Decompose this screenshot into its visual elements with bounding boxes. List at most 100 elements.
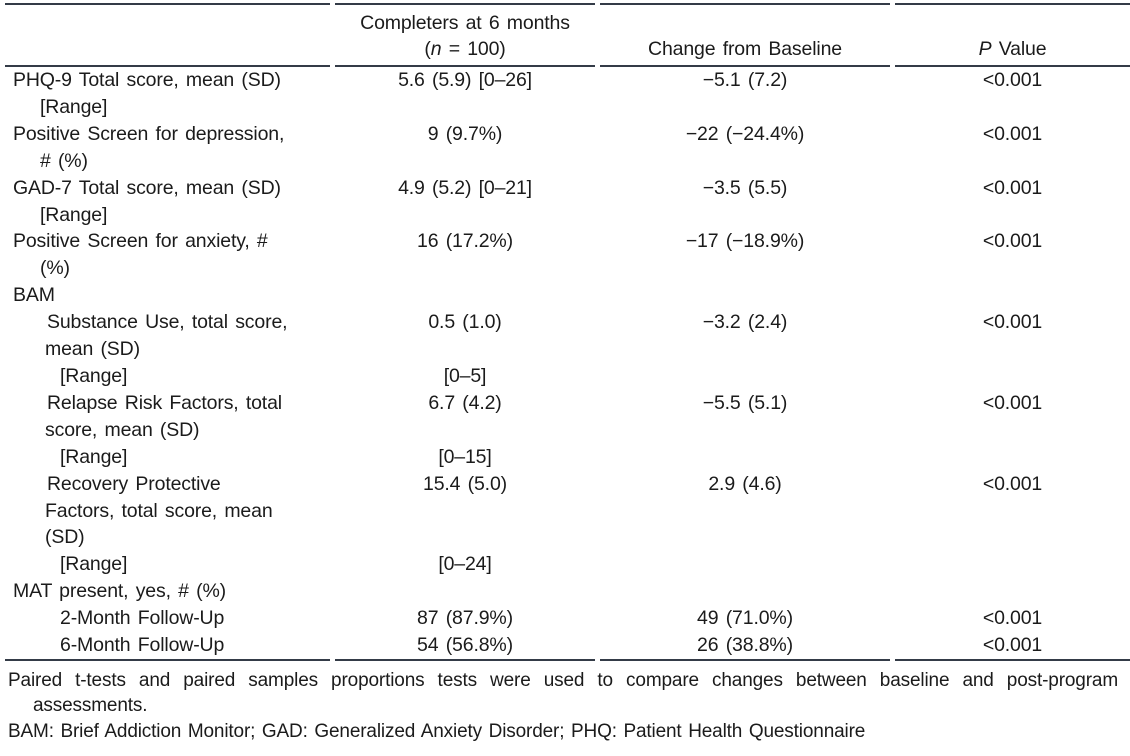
row-label: 6-Month Follow-Up [5,632,330,661]
row-label-line: Recovery Protective [47,472,221,495]
row-label-line: [Range] [40,95,108,118]
row-label: [Range] [5,551,330,578]
table-header: Completers at 6 months (n = 100) Change … [5,3,1130,67]
row-label-line: Positive Screen for anxiety, # [13,230,268,253]
change-value: −5.1 (7.2) [702,69,788,91]
row-label-line: Positive Screen for depression, [13,122,285,145]
change-value [600,282,890,309]
row-label-line: score, mean (SD) [45,418,200,441]
row-label-line: # (%) [40,149,88,172]
p-value: <0.001 [982,472,1043,495]
p-value: <0.001 [982,122,1043,145]
completers-value: 9 (9.7%) [427,122,503,145]
header-completers-line2: (n = 100) [424,38,506,60]
row-label: Positive Screen for depression, # (%) [5,121,330,175]
row-label: 2-Month Follow-Up [5,605,330,632]
table-body: PHQ-9 Total score, mean (SD) [Range] 5.6 (… [5,67,1130,661]
table-row: Recovery Protective Factors, total score,… [5,471,1130,552]
footnote-abbreviations: BAM: Brief Addiction Monitor; GAD: Gener… [8,720,866,742]
completers-value: 15.4 (5.0) [423,472,507,495]
row-label: MAT present, yes, # (%) [5,578,330,605]
table-row: Substance Use, total score, mean (SD) 0.5 … [5,309,1130,363]
row-label-line: PHQ-9 Total score, mean (SD) [13,69,281,91]
completers-value: 6.7 (4.2) [428,391,502,414]
row-label-line: (%) [40,257,70,280]
completers-value [335,282,595,309]
row-label-line: 2-Month Follow-Up [60,607,225,630]
completers-value: [0–5] [443,364,487,387]
p-value [895,444,1130,471]
row-label-line: MAT present, yes, # (%) [13,580,226,603]
completers-value: [0–24] [438,553,492,576]
p-value: <0.001 [895,632,1130,661]
p-value: <0.001 [982,176,1043,199]
completers-value: [0–15] [438,445,492,468]
row-label-line: BAM [13,284,55,307]
row-label: Relapse Risk Factors, total score, mean (… [5,390,330,444]
change-value: 49 (71.0%) [697,607,793,630]
header-row: Completers at 6 months (n = 100) Change … [5,3,1130,67]
header-completers-line1: Completers at 6 months [360,12,570,34]
p-value [895,551,1130,578]
table-row: Positive Screen for depression, # (%) 9 (9… [5,121,1130,175]
row-label-line: Relapse Risk Factors, total [47,391,282,414]
p-value [895,282,1130,309]
table-row: MAT present, yes, # (%) [5,578,1130,605]
p-value: <0.001 [982,311,1043,334]
change-value: −3.2 (2.4) [702,311,788,334]
row-label-line: [Range] [60,553,128,576]
completers-value: 5.6 (5.9) [0–26] [398,69,532,91]
table-row: PHQ-9 Total score, mean (SD) [Range] 5.6 (… [5,67,1130,121]
header-completers-column: Completers at 6 months (n = 100) [335,3,595,67]
change-value: 2.9 (4.6) [708,472,782,495]
p-value [895,363,1130,390]
change-value: −17 (−18.9%) [685,230,805,253]
completers-value [335,578,595,605]
table-row: GAD-7 Total score, mean (SD) [Range] 4.9 (… [5,175,1130,229]
table-row: Relapse Risk Factors, total score, mean (… [5,390,1130,444]
results-table: Completers at 6 months (n = 100) Change … [0,3,1130,661]
change-value [600,444,890,471]
change-value [600,578,890,605]
table-row: 6-Month Follow-Up 54 (56.8%) 26 (38.8%) <0.… [5,632,1130,661]
change-value [600,551,890,578]
row-label-line: mean (SD) [45,338,140,361]
p-value: <0.001 [982,607,1043,630]
row-label-line: [Range] [60,445,128,468]
header-measure-column [5,3,330,67]
row-label: [Range] [5,444,330,471]
row-label: Recovery Protective Factors, total score,… [5,471,330,552]
completers-value: 16 (17.2%) [417,230,513,253]
row-label-line: [Range] [40,203,108,226]
footnote-methods: Paired t-tests and paired samples propor… [8,669,1118,717]
completers-value: 87 (87.9%) [417,607,513,630]
header-change-column: Change from Baseline [600,3,890,67]
change-value: −5.5 (5.1) [702,391,788,414]
change-value: −3.5 (5.5) [702,176,788,199]
row-label: Positive Screen for anxiety, # (%) [5,228,330,282]
completers-value: 54 (56.8%) [335,632,595,661]
header-pvalue-column: P Value [895,3,1130,67]
row-label: [Range] [5,363,330,390]
p-value: <0.001 [982,230,1043,253]
table-row: [Range] [0–5] [5,363,1130,390]
table-row: BAM [5,282,1130,309]
row-label-line: GAD-7 Total score, mean (SD) [13,176,281,199]
row-label-line: Factors, total score, mean [45,499,273,522]
p-value: <0.001 [982,69,1043,91]
change-value: 26 (38.8%) [600,632,890,661]
completers-value: 4.9 (5.2) [0–21] [398,176,532,199]
p-value: <0.001 [982,391,1043,414]
row-label-line: (SD) [45,526,85,549]
table-row: Positive Screen for anxiety, # (%) 16 (17.… [5,228,1130,282]
table-footnotes: Paired t-tests and paired samples propor… [0,661,1130,745]
p-value [895,578,1130,605]
row-label-line: 6-Month Follow-Up [60,634,225,657]
completers-value: 0.5 (1.0) [428,311,502,334]
table-row: [Range] [0–15] [5,444,1130,471]
table-row: 2-Month Follow-Up 87 (87.9%) 49 (71.0%) <0.… [5,605,1130,632]
row-label: Substance Use, total score, mean (SD) [5,309,330,363]
table-row: [Range] [0–24] [5,551,1130,578]
row-label-line: [Range] [60,364,128,387]
